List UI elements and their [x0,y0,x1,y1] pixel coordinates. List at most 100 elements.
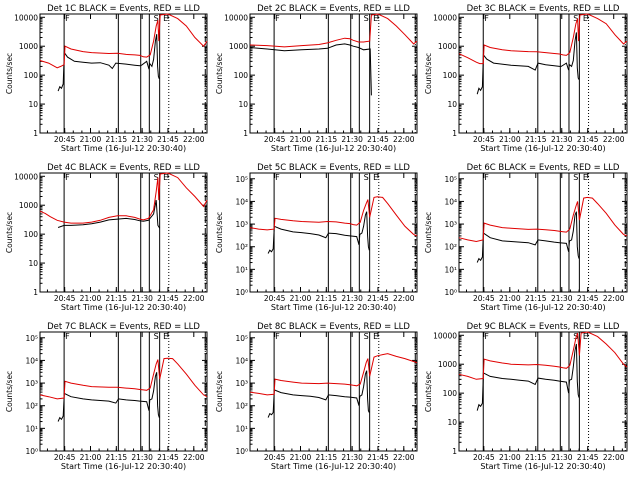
panel-det-9: Det 9C BLACK = Events, RED = LLD 1 10 100 10… [424,322,628,471]
marker-letter: S [364,332,369,341]
x-axis-label: Start Time (16-Jul-12 20:30:40) [271,462,396,471]
x-tick-label: 20:45 [264,135,286,144]
marker-letter: F [65,14,70,23]
panel-det-5: Det 5C BLACK = Events, RED = LLD 10⁰ 10¹ 10… [215,163,418,312]
x-tick-label: 22:00 [183,453,205,462]
plot-frame [458,331,628,452]
marker-letter: S [364,14,369,23]
x-tick-label: 21:00 [499,453,521,462]
y-tick-label: 1000 [19,201,38,210]
plot-frame [39,13,208,134]
y-axis-label: Counts/sec [424,53,433,94]
x-tick-label: 21:15 [525,135,547,144]
x-tick-label: 21:45 [577,294,599,303]
y-tick-label: 10000 [433,13,457,22]
x-tick-label: 22:00 [393,135,415,144]
series-events-line [249,43,372,96]
marker-letter: F [484,332,489,341]
x-axis-label: Start Time (16-Jul-12 20:30:40) [480,462,605,471]
x-tick-label: 21:00 [80,135,102,144]
y-tick-label: 1 [33,129,38,138]
y-tick-label: 10⁰ [235,288,248,297]
x-tick-label: 21:15 [106,294,128,303]
x-tick-label: 21:15 [316,453,338,462]
x-tick-label: 21:30 [131,294,153,303]
y-tick-label: 10¹ [235,424,248,433]
x-tick-label: 21:00 [499,294,521,303]
panel-title: Det 9C BLACK = Events, RED = LLD [467,322,620,332]
y-tick-label: 10⁰ [444,288,457,297]
marker-letter: S [364,173,369,182]
y-tick-label: 100 [234,71,249,80]
x-tick-label: 21:45 [367,294,389,303]
panel-title: Det 7C BLACK = Events, RED = LLD [47,322,200,332]
series-events-line [476,343,580,411]
panel-det-1: Det 1C BLACK = Events, RED = LLD 1 10 100 10… [5,4,208,153]
y-tick-label: 100 [24,230,39,239]
y-tick-label: 1000 [438,42,457,51]
x-tick-label: 21:30 [551,135,573,144]
x-tick-label: 22:00 [393,294,415,303]
marker-letter: E [163,14,168,23]
x-axis-label: Start Time (16-Jul-12 20:30:40) [61,462,186,471]
panel-det-4: Det 4C BLACK = Events, RED = LLD 1 10 100 10… [5,163,208,312]
y-tick-label: 1 [33,288,38,297]
x-tick-label: 21:30 [341,135,363,144]
plot-frame [249,172,418,293]
plot-frame [458,172,628,293]
x-tick-label: 21:15 [525,453,547,462]
y-tick-label: 10000 [14,172,38,181]
series-lld-line [458,13,628,65]
y-tick-label: 10000 [14,13,38,22]
x-tick-label: 22:00 [603,135,625,144]
marker-letter: E [373,332,378,341]
y-tick-label: 10³ [444,220,457,229]
series-lld-line [458,196,628,243]
x-tick-label: 21:00 [80,294,102,303]
series-lld-line [458,331,628,380]
marker-letter: F [65,332,70,341]
panel-title: Det 8C BLACK = Events, RED = LLD [257,322,410,332]
x-axis-label: Start Time (16-Jul-12 20:30:40) [61,303,186,312]
series-lld-line [249,196,418,237]
marker-letter: F [275,14,280,23]
y-tick-label: 10¹ [235,265,248,274]
plot-frame [39,172,208,293]
marker-letter: E [583,14,588,23]
y-tick-label: 10² [235,402,248,411]
x-axis-label: Start Time (16-Jul-12 20:30:40) [480,303,605,312]
y-tick-label: 1000 [229,42,248,51]
x-tick-label: 21:30 [341,294,363,303]
series-lld-line [249,353,418,396]
x-tick-label: 21:30 [551,453,573,462]
y-tick-label: 10¹ [25,424,38,433]
x-tick-label: 21:30 [341,453,363,462]
x-tick-label: 22:00 [603,453,625,462]
y-tick-label: 10 [447,418,457,427]
x-tick-label: 21:45 [157,135,179,144]
panel-det-8: Det 8C BLACK = Events, RED = LLD 10⁰ 10¹ 10… [215,322,418,471]
y-tick-label: 10⁰ [235,447,248,456]
x-tick-label: 22:00 [183,294,205,303]
series-lld-line [39,357,208,400]
x-tick-label: 21:00 [80,453,102,462]
x-tick-label: 21:15 [106,135,128,144]
y-tick-label: 1000 [19,42,38,51]
plot-frame [458,13,628,134]
y-axis-label: Counts/sec [215,371,224,412]
x-tick-label: 21:45 [367,135,389,144]
y-tick-label: 10² [444,243,457,252]
x-tick-label: 20:45 [264,453,286,462]
y-tick-label: 10 [28,259,38,268]
y-tick-label: 10¹ [444,265,457,274]
marker-letter: E [163,173,168,182]
x-tick-label: 21:30 [131,453,153,462]
y-tick-label: 10⁵ [235,334,248,343]
x-tick-label: 20:45 [54,453,76,462]
x-tick-label: 20:45 [264,294,286,303]
marker-letter: S [573,14,578,23]
y-tick-label: 10⁵ [444,175,457,184]
plot-frame [249,331,418,452]
y-tick-label: 10 [447,100,457,109]
